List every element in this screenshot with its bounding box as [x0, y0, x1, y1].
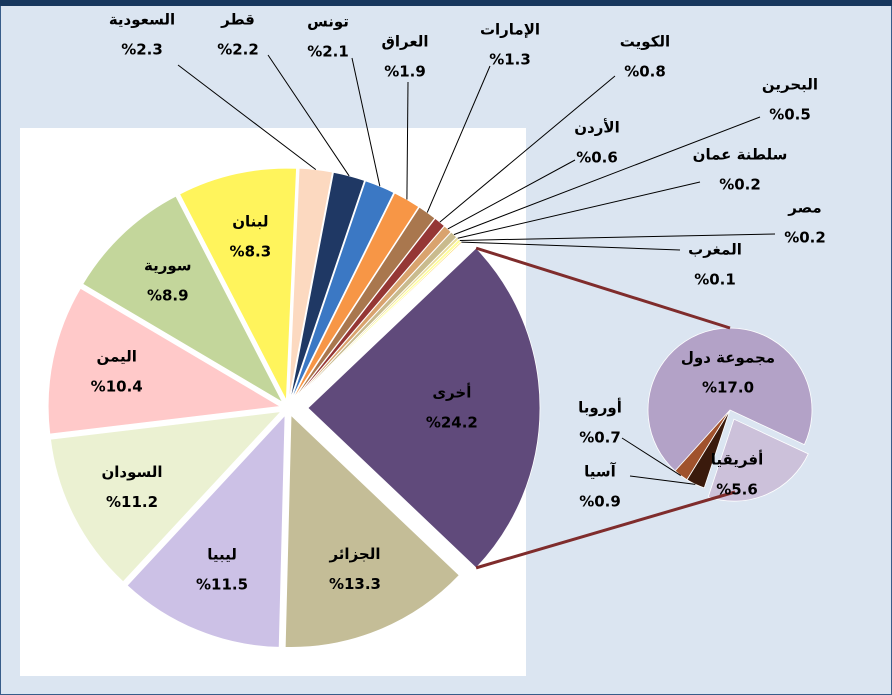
value-label: %1.9	[384, 63, 426, 81]
leader-line	[406, 81, 409, 200]
value-label: %10.4	[91, 377, 143, 395]
slice-label: المغرب	[688, 241, 742, 259]
slice-label: قطر	[220, 11, 255, 29]
value-label: %0.5	[769, 106, 811, 124]
pie-slice	[126, 414, 286, 648]
pie-slice	[307, 247, 541, 569]
value-label: %11.5	[196, 576, 248, 594]
pie-slice	[284, 414, 460, 648]
leader-line	[426, 65, 491, 213]
slice-label: مجموعة دول	[681, 349, 775, 367]
slice-label: أخرى	[432, 383, 471, 402]
leader-line	[267, 54, 350, 177]
value-label: %5.6	[716, 481, 758, 499]
pie-slice	[707, 418, 809, 502]
leader-line	[457, 181, 701, 239]
leader-line	[439, 75, 616, 223]
pie-slice	[50, 411, 282, 583]
slice-label: السعودية	[109, 11, 175, 29]
value-label: %0.2	[784, 229, 826, 247]
slice-label: الإمارات	[480, 21, 540, 39]
pie-slice	[179, 167, 297, 402]
header-bar	[0, 0, 892, 6]
slice-label: الأردن	[574, 119, 619, 137]
slice-label: ليبيا	[207, 546, 237, 564]
slice-label: سلطنة عمان	[693, 146, 788, 164]
leader-line	[621, 437, 682, 476]
value-label: %13.3	[329, 575, 381, 593]
slice-label: الكويت	[620, 33, 670, 51]
slice-label: آسيا	[584, 463, 617, 481]
leader-line	[177, 64, 317, 171]
value-label: %0.9	[579, 493, 621, 511]
slice-label: الجزائر	[328, 545, 380, 563]
value-label: %1.3	[489, 51, 531, 69]
value-label: %0.6	[576, 149, 618, 167]
leader-line	[351, 57, 381, 187]
slice-label: أفريقيا	[711, 450, 763, 469]
pie-slice	[647, 327, 813, 472]
slice-label: السودان	[101, 463, 162, 481]
leader-line	[453, 116, 761, 236]
slice-label: العراق	[381, 33, 428, 51]
slice-label: مصر	[787, 199, 821, 217]
value-label: %24.2	[426, 414, 478, 432]
leader-line	[461, 241, 681, 251]
value-label: %2.3	[121, 41, 163, 59]
slice-label: لبنان	[232, 213, 268, 231]
value-label: %0.8	[624, 63, 666, 81]
connector-line	[475, 246, 731, 330]
slice-label: اليمن	[96, 347, 136, 365]
pie-slice	[82, 195, 284, 404]
leader-line	[447, 159, 576, 230]
value-label: %8.9	[147, 286, 189, 304]
leader-line	[629, 475, 696, 485]
slice-label: أوروبا	[578, 398, 622, 417]
slice-label: سورية	[144, 256, 192, 274]
slice-label: البحرين	[762, 76, 818, 94]
value-label: %11.2	[106, 493, 158, 511]
slice-label: تونس	[307, 13, 349, 31]
value-label: %2.2	[217, 41, 259, 59]
value-label: %17.0	[702, 379, 754, 397]
value-label: %0.1	[694, 271, 736, 289]
value-label: %8.3	[230, 243, 272, 261]
value-label: %0.2	[719, 176, 761, 194]
value-label: %2.1	[307, 43, 349, 61]
connector-line	[475, 490, 736, 570]
pie-slice	[47, 287, 282, 435]
leader-line	[459, 233, 776, 241]
value-label: %0.7	[579, 429, 621, 447]
